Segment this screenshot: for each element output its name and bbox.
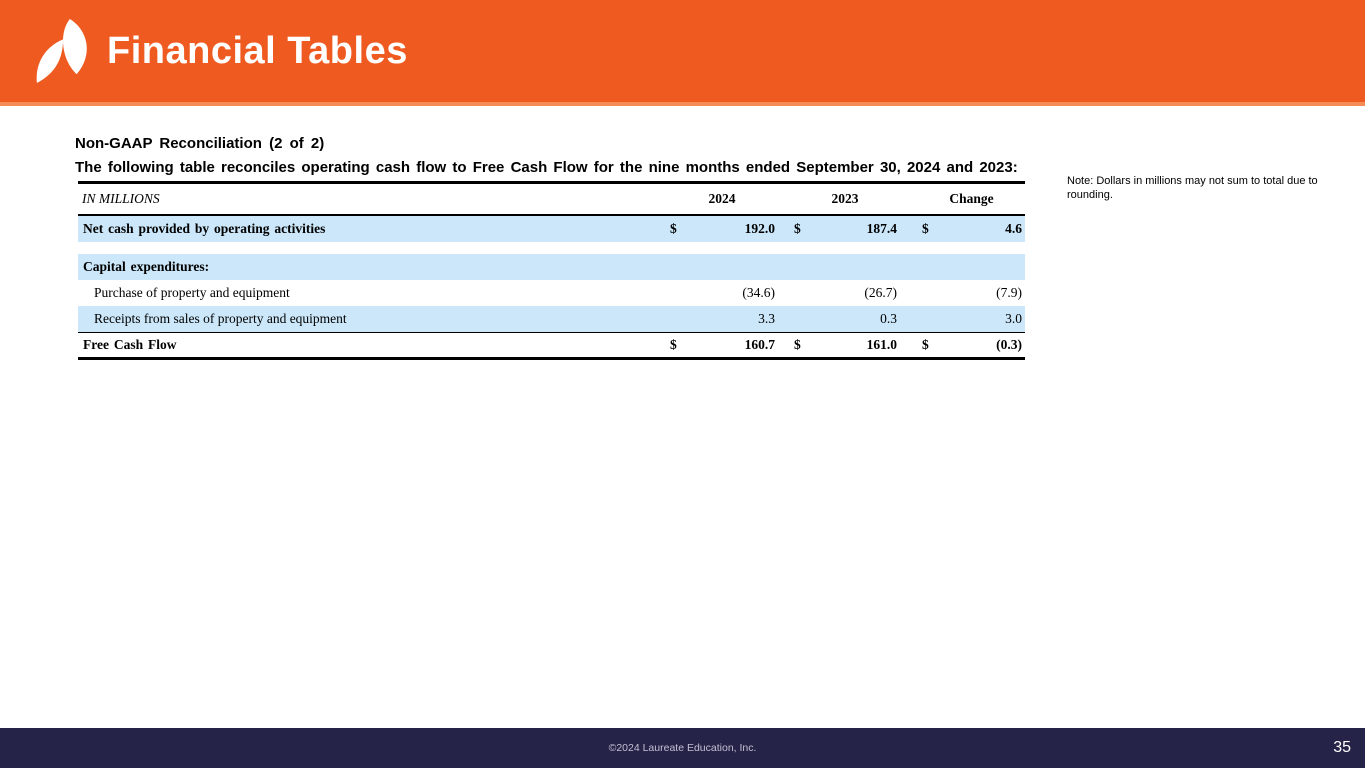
table-row: Free Cash Flow $160.7 $161.0 $ (0.3): [78, 332, 1026, 359]
column-header-2024: 2024: [666, 182, 778, 216]
table-row: Net cash provided by operating activitie…: [78, 215, 1026, 242]
dollar-sign-cell: [790, 280, 820, 306]
row-label: Purchase of property and equipment: [78, 280, 666, 306]
dollar-sign-cell: [790, 306, 820, 333]
rounding-note: Note: Dollars in millions may not sum to…: [1067, 175, 1318, 201]
value-cell: (0.3): [948, 332, 1026, 359]
slide-title: Non-GAAP Reconciliation (2 of 2): [75, 135, 325, 152]
table-row: Receipts from sales of property and equi…: [78, 306, 1026, 333]
value-cell: 161.0: [820, 332, 900, 359]
table-header-row: IN MILLIONS 2024 2023 Change: [78, 182, 1026, 216]
slide-subtitle: The following table reconciles operating…: [75, 159, 1018, 176]
page-number: 35: [1333, 739, 1351, 756]
table-row: Purchase of property and equipment (34.6)…: [78, 280, 1026, 306]
financial-table: IN MILLIONS 2024 2023 Change Net cash pr…: [78, 181, 1026, 360]
dollar-sign-cell: $: [918, 332, 948, 359]
table-body: Net cash provided by operating activitie…: [78, 215, 1026, 359]
value-cell: 160.7: [696, 332, 778, 359]
value-cell: (7.9): [948, 280, 1026, 306]
column-gap: [900, 306, 918, 333]
copyright-text: ©2024 Laureate Education, Inc.: [608, 742, 757, 754]
table-row: Capital expenditures:: [78, 254, 1026, 280]
column-gap: [778, 215, 790, 242]
column-gap: [900, 280, 918, 306]
table-row: [78, 242, 1026, 254]
value-cell: [948, 254, 1026, 280]
dollar-sign-cell: [666, 254, 696, 280]
dollar-sign-cell: [918, 280, 948, 306]
row-label: Capital expenditures:: [78, 254, 666, 280]
row-label: Receipts from sales of property and equi…: [78, 306, 666, 333]
value-cell: (34.6): [696, 280, 778, 306]
row-label: Free Cash Flow: [78, 332, 666, 359]
column-gap: [778, 332, 790, 359]
dollar-sign-cell: [666, 306, 696, 333]
column-gap: [778, 182, 790, 216]
value-cell: 3.3: [696, 306, 778, 333]
dollar-sign-cell: $: [790, 215, 820, 242]
dollar-sign-cell: $: [918, 215, 948, 242]
banner: Financial Tables: [0, 0, 1365, 106]
value-cell: [696, 254, 778, 280]
financial-table-wrap: IN MILLIONS 2024 2023 Change Net cash pr…: [78, 181, 1026, 360]
value-cell: 187.4: [820, 215, 900, 242]
value-cell: 0.3: [820, 306, 900, 333]
dollar-sign-cell: [666, 280, 696, 306]
column-gap: [778, 280, 790, 306]
value-cell: 3.0: [948, 306, 1026, 333]
column-header-2023: 2023: [790, 182, 900, 216]
dollar-sign-cell: [918, 254, 948, 280]
banner-title: Financial Tables: [107, 29, 408, 72]
value-cell: 4.6: [948, 215, 1026, 242]
spacer-cell: [78, 242, 1026, 254]
column-gap: [900, 254, 918, 280]
laureate-leaf-icon: [36, 19, 87, 83]
value-cell: [820, 254, 900, 280]
column-gap: [900, 215, 918, 242]
column-gap: [900, 332, 918, 359]
column-header-change: Change: [918, 182, 1026, 216]
dollar-sign-cell: $: [666, 332, 696, 359]
dollar-sign-cell: $: [666, 215, 696, 242]
column-gap: [778, 306, 790, 333]
column-gap: [900, 182, 918, 216]
footer: ©2024 Laureate Education, Inc. 35: [0, 728, 1365, 768]
column-header-in-millions: IN MILLIONS: [78, 182, 666, 216]
dollar-sign-cell: [918, 306, 948, 333]
dollar-sign-cell: [790, 254, 820, 280]
row-label: Net cash provided by operating activitie…: [78, 215, 666, 242]
value-cell: (26.7): [820, 280, 900, 306]
column-gap: [778, 254, 790, 280]
dollar-sign-cell: $: [790, 332, 820, 359]
value-cell: 192.0: [696, 215, 778, 242]
